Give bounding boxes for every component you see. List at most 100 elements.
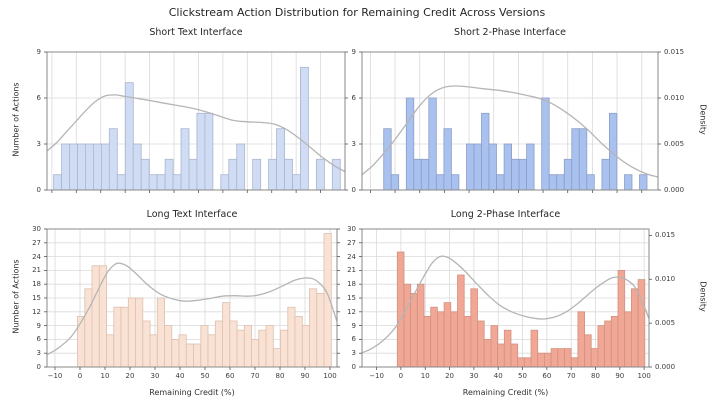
subplot-title-long-text: Long Text Interface [146, 209, 238, 220]
y-tick-label: 6 [36, 94, 41, 102]
y-tick-label: 15 [347, 294, 356, 302]
histogram-bar [490, 325, 498, 368]
x-tick-label: 60 [225, 372, 235, 380]
x-tick-label: 80 [275, 372, 285, 380]
y-tick-label: 9 [36, 321, 41, 330]
histogram-bar [510, 343, 519, 368]
histogram-bar [222, 302, 231, 368]
x-tick-label: 100 [323, 372, 337, 380]
x-tick-label: 10 [100, 372, 110, 380]
histogram-bar [413, 158, 422, 191]
histogram-bar [450, 311, 458, 368]
histogram-bar [113, 306, 122, 368]
histogram-bar [148, 174, 158, 191]
histogram-bar [84, 288, 93, 368]
density-tick-label: 0.000 [655, 363, 676, 371]
histogram-bar [466, 143, 475, 191]
histogram-bar [229, 320, 238, 368]
x-tick-label: 70 [250, 372, 260, 380]
y-tick-label: 21 [32, 266, 41, 275]
histogram-bar [450, 174, 460, 191]
histogram-bar [204, 112, 214, 191]
histogram-bar [124, 82, 134, 191]
histogram-bar [280, 329, 289, 368]
histogram-bar [571, 128, 580, 191]
histogram-bar [511, 158, 520, 191]
x-tick-label: 10 [420, 372, 430, 380]
density-tick-label: 0.010 [664, 94, 685, 102]
histogram-bar [135, 297, 144, 368]
histogram-bar [597, 325, 606, 368]
histogram-bar [69, 143, 78, 191]
histogram-bar [526, 143, 535, 191]
x-tick-label: 40 [175, 372, 185, 380]
histogram-bar [265, 325, 274, 368]
x-tick-label: −10 [47, 372, 63, 380]
x-tick-label: 50 [518, 372, 527, 380]
histogram-bar [188, 158, 198, 191]
histogram-bar [287, 306, 296, 368]
histogram-bar [601, 158, 610, 191]
histogram-bar [584, 334, 592, 368]
y-tick-label: 24 [32, 252, 41, 261]
y-tick-label: 18 [347, 280, 356, 289]
axes-spines [361, 51, 659, 191]
subplot-title-short-text: Short Text Interface [149, 27, 243, 38]
histogram-bar [517, 357, 525, 368]
x-tick-label: 70 [566, 372, 576, 380]
y-tick-label: 9 [351, 48, 356, 56]
histogram-bar [423, 315, 432, 368]
kde-curve [46, 262, 338, 356]
histogram-bar [563, 158, 573, 191]
histogram-bar [93, 143, 102, 191]
histogram-bar [172, 174, 182, 191]
histogram-bar [477, 320, 485, 368]
x-tick-label: −10 [369, 372, 384, 380]
subplot-short_text [44, 51, 348, 193]
histogram-bar [436, 311, 445, 368]
histogram-bar [53, 174, 62, 191]
histogram-bar [435, 174, 445, 191]
histogram-bar [577, 311, 586, 368]
histogram-bar [272, 348, 281, 368]
y-tick-label: 27 [32, 238, 41, 247]
kde-curve [361, 85, 659, 178]
histogram-bar [383, 128, 392, 191]
histogram-bar [101, 143, 110, 191]
y-tick-label: 12 [32, 307, 41, 316]
histogram-bar [550, 348, 559, 368]
subplot-title-long-2phase: Long 2-Phase Interface [450, 209, 561, 220]
histogram-bar [610, 315, 619, 368]
y-tick-label: 0 [36, 186, 41, 194]
density-tick-label: 0.005 [664, 140, 685, 148]
histogram-bar [586, 174, 595, 191]
histogram-bar [243, 325, 253, 368]
subplot-long_2phase [359, 228, 652, 370]
density-tick-label: 0.015 [664, 48, 685, 56]
y-tick-label: 9 [36, 48, 41, 56]
histogram-bar [77, 143, 86, 191]
histogram-bar [639, 174, 648, 191]
histogram-bar [403, 283, 412, 368]
histogram-bar [252, 158, 262, 191]
histogram-bar [284, 158, 293, 191]
subplot-short_2phase [359, 51, 661, 193]
y-tick-label: 3 [36, 140, 41, 148]
density-tick-label: 0.015 [655, 231, 676, 240]
histogram-bar [637, 279, 646, 368]
histogram-bar [292, 174, 301, 191]
figure-title: Clickstream Action Distribution for Rema… [168, 6, 546, 19]
histogram-bar [443, 302, 452, 368]
histogram-bar [523, 357, 532, 368]
histogram-bar [214, 320, 224, 368]
histogram-bar [180, 128, 190, 191]
y-tick-label: 21 [347, 266, 356, 275]
x-tick-label: 20 [445, 372, 454, 380]
histogram-bar [541, 97, 550, 191]
histogram-bar [228, 158, 238, 191]
y-tick-label: 18 [32, 280, 41, 289]
histogram-bar [178, 334, 187, 368]
x-tick-label: 0 [77, 372, 83, 380]
y-tick-label: 27 [347, 238, 356, 247]
